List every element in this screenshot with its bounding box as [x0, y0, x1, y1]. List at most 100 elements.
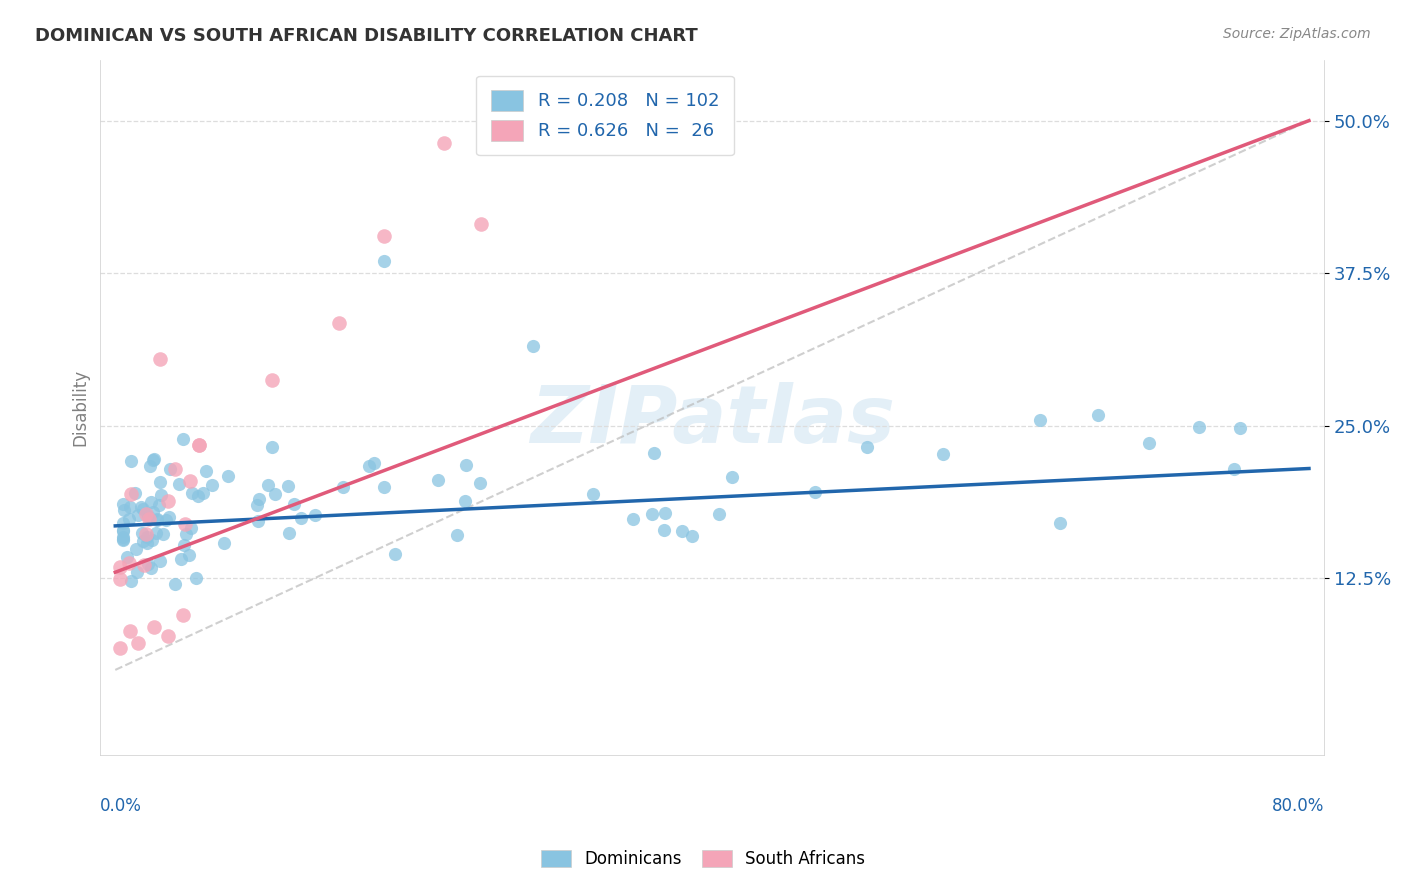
Point	[127, 565, 149, 579]
Point	[167, 476, 190, 491]
Point	[277, 526, 299, 541]
Point	[1049, 516, 1071, 530]
Point	[124, 486, 146, 500]
Point	[156, 493, 179, 508]
Point	[129, 500, 152, 514]
Point	[277, 479, 299, 493]
Point	[363, 456, 385, 470]
Point	[143, 620, 166, 634]
Point	[155, 513, 177, 527]
Point	[804, 484, 827, 499]
Text: Source: ZipAtlas.com: Source: ZipAtlas.com	[1223, 27, 1371, 41]
Point	[146, 511, 169, 525]
Point	[179, 474, 201, 488]
Point	[201, 478, 224, 492]
Point	[145, 526, 167, 541]
Point	[136, 530, 159, 544]
Point	[709, 507, 731, 521]
Point	[1137, 436, 1160, 450]
Point	[108, 560, 131, 574]
Point	[111, 532, 134, 546]
Point	[132, 502, 155, 516]
Point	[262, 373, 284, 387]
Point	[111, 530, 134, 544]
Point	[138, 558, 160, 572]
Point	[118, 500, 141, 514]
Point	[142, 505, 165, 519]
Point	[1188, 420, 1211, 434]
Point	[247, 515, 270, 529]
Text: DOMINICAN VS SOUTH AFRICAN DISABILITY CORRELATION CHART: DOMINICAN VS SOUTH AFRICAN DISABILITY CO…	[35, 27, 697, 45]
Point	[721, 469, 744, 483]
Point	[260, 440, 283, 454]
Point	[111, 524, 134, 538]
Point	[188, 438, 211, 452]
Point	[264, 487, 287, 501]
Point	[127, 508, 149, 522]
Point	[173, 538, 195, 552]
Point	[108, 640, 131, 655]
Point	[149, 553, 172, 567]
Point	[174, 517, 197, 532]
Point	[163, 461, 186, 475]
Point	[157, 510, 180, 524]
Point	[124, 542, 146, 557]
Point	[180, 521, 202, 535]
Point	[1029, 412, 1052, 426]
Point	[652, 524, 675, 538]
Point	[454, 494, 477, 508]
Point	[332, 480, 354, 494]
Point	[177, 548, 200, 562]
Point	[148, 499, 170, 513]
Point	[165, 576, 187, 591]
Y-axis label: Disability: Disability	[72, 369, 89, 446]
Point	[150, 488, 173, 502]
Point	[522, 339, 544, 353]
Point	[187, 489, 209, 503]
Point	[384, 547, 406, 561]
Point	[246, 498, 269, 512]
Point	[257, 478, 280, 492]
Text: ZIPatlas: ZIPatlas	[530, 383, 894, 460]
Point	[159, 461, 181, 475]
Point	[141, 533, 163, 547]
Point	[191, 486, 214, 500]
Point	[212, 536, 235, 550]
Point	[170, 551, 193, 566]
Point	[359, 459, 381, 474]
Text: 0.0%: 0.0%	[100, 797, 142, 815]
Point	[138, 512, 160, 526]
Point	[136, 508, 159, 523]
Point	[111, 523, 134, 537]
Point	[426, 473, 449, 487]
Point	[127, 636, 149, 650]
Point	[283, 497, 305, 511]
Point	[108, 572, 131, 586]
Point	[141, 561, 163, 575]
Point	[217, 469, 239, 483]
Point	[120, 574, 142, 589]
Point	[1229, 421, 1251, 435]
Point	[148, 475, 170, 489]
Point	[373, 480, 395, 494]
Point	[641, 507, 664, 521]
Point	[145, 513, 167, 527]
Point	[468, 476, 491, 491]
Point	[1223, 461, 1246, 475]
Point	[142, 453, 165, 467]
Point	[290, 511, 312, 525]
Point	[111, 516, 134, 530]
Point	[681, 529, 703, 543]
Point	[446, 528, 468, 542]
Point	[138, 459, 160, 474]
Point	[132, 534, 155, 549]
Point	[932, 447, 955, 461]
Point	[118, 512, 141, 526]
Point	[111, 497, 134, 511]
Point	[470, 218, 492, 232]
Point	[111, 533, 134, 547]
Point	[135, 508, 157, 522]
Point	[143, 451, 166, 466]
Point	[194, 464, 217, 478]
Point	[118, 556, 141, 570]
